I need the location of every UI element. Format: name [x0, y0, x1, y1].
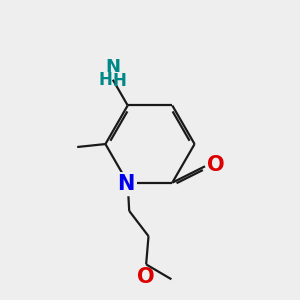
Text: H: H: [98, 71, 112, 89]
Text: N: N: [118, 174, 135, 194]
Text: H: H: [112, 72, 126, 90]
Text: N: N: [105, 58, 120, 76]
Text: O: O: [137, 267, 155, 287]
Text: O: O: [207, 155, 225, 175]
